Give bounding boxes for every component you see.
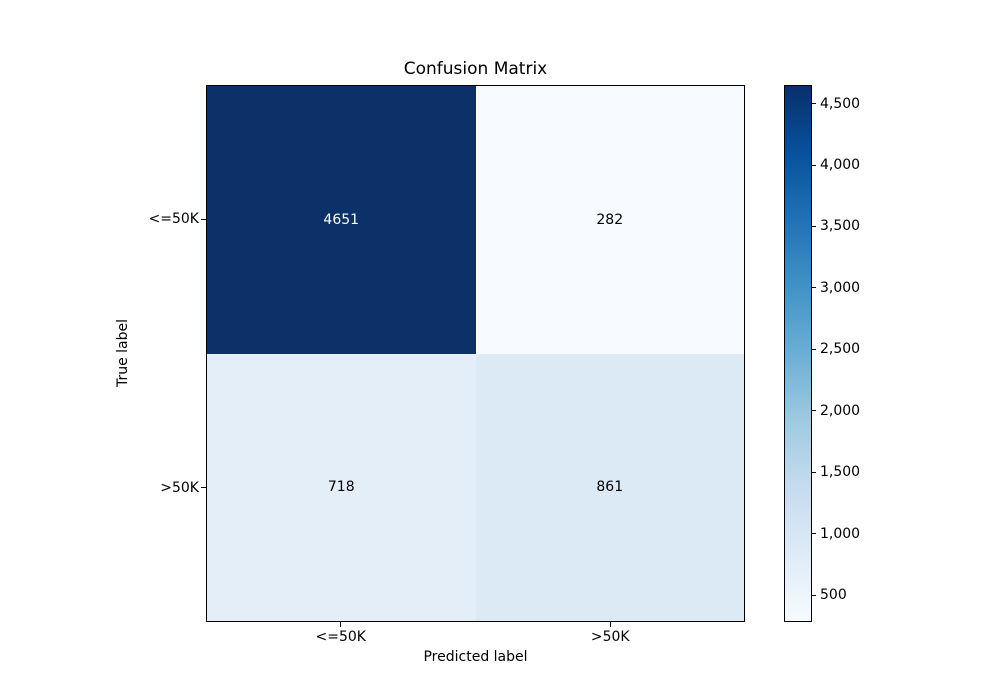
- colorbar-tick-mark: [812, 103, 816, 105]
- y-axis-label: True label: [115, 318, 131, 388]
- colorbar-tick-label: 2,500: [820, 341, 861, 358]
- x-axis-label: Predicted label: [423, 649, 528, 665]
- x-tick-mark: [609, 622, 611, 627]
- colorbar-tick-mark: [812, 533, 816, 535]
- heatmap-cell-r1-c1: 861: [475, 353, 744, 621]
- colorbar-tick-mark: [812, 287, 816, 289]
- x-tick-label: >50K: [590, 629, 630, 645]
- colorbar: [784, 85, 812, 622]
- colorbar-tick-label: 4,500: [820, 95, 861, 112]
- heatmap-cell-r0-c1: 282: [475, 86, 744, 354]
- y-tick-label: <=50K: [148, 211, 199, 228]
- colorbar-tick-label: 1,000: [820, 525, 861, 542]
- colorbar-tick-label: 4,000: [820, 157, 861, 173]
- y-tick-mark: [201, 487, 206, 489]
- y-tick-label: >50K: [160, 479, 199, 496]
- colorbar-tick-mark: [812, 594, 816, 596]
- colorbar-tick-mark: [812, 410, 816, 412]
- colorbar-tick-label: 2,000: [820, 402, 861, 419]
- heatmap-axes: 4651 282 718 861: [206, 85, 745, 622]
- colorbar-tick-label: 3,000: [820, 279, 861, 296]
- colorbar-tick-label: 500: [820, 587, 847, 604]
- x-tick-mark: [340, 622, 342, 627]
- heatmap-cell-r0-c0: 4651: [207, 86, 476, 354]
- colorbar-tick-label: 3,500: [820, 218, 861, 235]
- colorbar-tick-mark: [812, 471, 816, 473]
- heatmap-cell-r1-c0: 718: [207, 353, 476, 621]
- colorbar-tick-mark: [812, 348, 816, 350]
- y-tick-mark: [201, 218, 206, 220]
- x-tick-label: <=50K: [315, 629, 366, 645]
- colorbar-tick-mark: [812, 225, 816, 227]
- chart-title: Confusion Matrix: [403, 59, 548, 79]
- colorbar-tick-mark: [812, 164, 816, 166]
- colorbar-tick-label: 1,500: [820, 464, 861, 481]
